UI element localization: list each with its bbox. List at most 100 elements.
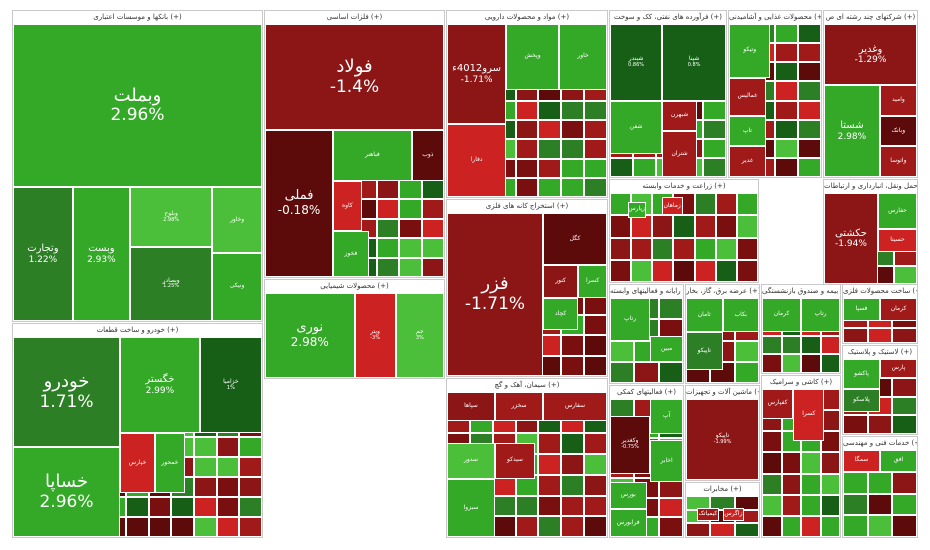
minor-stock-tile[interactable] [194,437,217,457]
minor-stock-tile[interactable] [820,354,840,373]
sector-block[interactable]: ساخت محصولات فلزی (+) فسپا کرمان [842,284,918,344]
minor-stock-tile[interactable] [610,340,635,362]
minor-stock-tile[interactable] [399,238,422,258]
stock-tile[interactable]: غمالیس [729,77,766,116]
sector-header[interactable]: زراعت و خدمات وابسته (+) [610,180,758,194]
minor-stock-tile[interactable] [867,471,893,494]
minor-stock-tile[interactable] [801,473,821,495]
minor-stock-tile[interactable] [421,179,444,200]
stock-tile[interactable]: شفن [610,100,663,155]
minor-stock-tile[interactable] [610,259,632,282]
minor-stock-tile[interactable] [762,452,782,474]
sector-block[interactable]: محصولات غذایی و آشامیدنی (+) وتیکو غمالیس ت… [728,10,822,178]
sector-header[interactable]: رایانه و فعالیتهای وابسته (+) [610,285,683,299]
stock-tile[interactable]: کفپارس [762,389,794,419]
minor-stock-tile[interactable] [216,517,240,537]
minor-stock-tile[interactable] [633,157,657,177]
minor-stock-tile[interactable] [421,218,444,239]
stock-tile[interactable]: کسرا [793,389,825,441]
stock-tile[interactable]: وپتر -3% [354,293,396,378]
stock-tile[interactable]: رتاپ [801,298,840,332]
minor-stock-tile[interactable] [538,139,562,159]
minor-stock-tile[interactable] [216,477,240,497]
minor-stock-tile[interactable] [702,157,726,177]
minor-stock-tile[interactable] [421,238,444,258]
minor-stock-tile[interactable] [561,495,585,517]
minor-stock-tile[interactable] [584,495,607,517]
minor-stock-tile[interactable] [734,496,759,510]
minor-stock-tile[interactable] [561,177,585,197]
stock-tile[interactable]: خاور [559,24,607,90]
minor-stock-tile[interactable] [820,494,840,516]
minor-stock-tile[interactable] [561,335,585,356]
minor-stock-tile[interactable] [775,138,798,158]
minor-stock-tile[interactable] [734,523,759,537]
minor-stock-tile[interactable] [631,259,653,282]
stock-tile[interactable]: شستا 2.98% [824,85,880,177]
minor-stock-tile[interactable] [584,120,607,140]
stock-tile[interactable]: دفارا [447,124,507,197]
minor-stock-tile[interactable] [399,199,422,219]
sector-block[interactable]: خدمات فنی و مهندسی (+) سمگا افق [842,436,918,538]
minor-stock-tile[interactable] [867,415,893,434]
stock-tile[interactable]: فولاد -1.4% [265,24,444,131]
stock-tile[interactable]: خساپا 2.96% [13,447,121,537]
minor-stock-tile[interactable] [715,215,737,238]
sector-header[interactable]: محصولات غذایی و آشامیدنی (+) [729,11,821,25]
minor-stock-tile[interactable] [652,259,674,282]
stock-tile[interactable]: وتجارت 1.22% [13,187,73,321]
stock-tile[interactable]: جم 3% [395,293,444,378]
stock-tile[interactable]: کچاد [543,297,579,331]
minor-stock-tile[interactable] [148,517,172,537]
minor-stock-tile[interactable] [762,473,782,495]
minor-stock-tile[interactable] [584,474,607,496]
stock-tile[interactable]: وپخش [506,24,559,90]
stock-tile[interactable]: افق [880,450,917,472]
minor-stock-tile[interactable] [798,100,821,120]
minor-stock-tile[interactable] [399,179,422,200]
minor-stock-tile[interactable] [892,515,917,537]
stock-tile[interactable]: پاکشو [843,359,880,389]
sector-block[interactable]: مواد و محصولات دارویی (+) سرو4012ء -1.71% و… [446,10,608,198]
sector-block[interactable]: شرکتهای چند رشته ای ص (+) وغدیر -1.29% شستا… [823,10,918,178]
minor-stock-tile[interactable] [702,138,726,158]
stock-tile[interactable]: وتیکو [729,24,771,78]
minor-stock-tile[interactable] [421,199,444,219]
minor-stock-tile[interactable] [820,473,840,495]
minor-stock-tile[interactable] [194,497,217,517]
minor-stock-tile[interactable] [658,361,683,383]
minor-stock-tile[interactable] [736,215,758,238]
sector-block[interactable]: استخراج کانه های فلزی (+) فزر -1.71% کگل کچا… [446,199,608,377]
minor-stock-tile[interactable] [781,473,801,495]
minor-stock-tile[interactable] [820,515,840,537]
minor-stock-tile[interactable] [892,328,917,343]
minor-stock-tile[interactable] [538,474,562,496]
stock-tile[interactable]: کنور [543,265,579,298]
minor-stock-tile[interactable] [798,24,821,44]
minor-stock-tile[interactable] [561,158,585,178]
stock-tile[interactable]: حکشتی -1.94% [824,193,878,284]
minor-stock-tile[interactable] [652,215,674,238]
minor-stock-tile[interactable] [610,237,632,260]
minor-stock-tile[interactable] [376,179,400,200]
minor-stock-tile[interactable] [561,120,585,140]
minor-stock-tile[interactable] [584,355,607,376]
minor-stock-tile[interactable] [798,157,821,177]
minor-stock-tile[interactable] [775,81,798,101]
minor-stock-tile[interactable] [798,119,821,139]
minor-stock-tile[interactable] [239,497,262,517]
stock-tile[interactable]: پارس [880,359,917,378]
stock-tile[interactable]: سپاها [447,392,495,421]
stock-tile[interactable]: سفارس [543,392,607,421]
sector-header[interactable]: فعالیتهای کمکی (+) [610,386,683,400]
sector-block[interactable]: سیمان، آهک و گچ (+) سفارس سخزر سپاها سدور سید… [446,378,608,538]
sector-block[interactable]: رایانه و فعالیتهای وابسته (+) رتاپ مبین [609,284,684,384]
sector-block[interactable]: بانکها و موسسات اعتباری (+) وبملت 2.96% وتج… [12,10,263,322]
minor-stock-tile[interactable] [867,515,893,537]
minor-stock-tile[interactable] [694,259,716,282]
sector-header[interactable]: بانکها و موسسات اعتباری (+) [13,11,262,25]
minor-stock-tile[interactable] [561,474,585,496]
minor-stock-tile[interactable] [171,497,195,517]
stock-tile[interactable]: بکاب [722,298,759,332]
minor-stock-tile[interactable] [399,257,422,277]
